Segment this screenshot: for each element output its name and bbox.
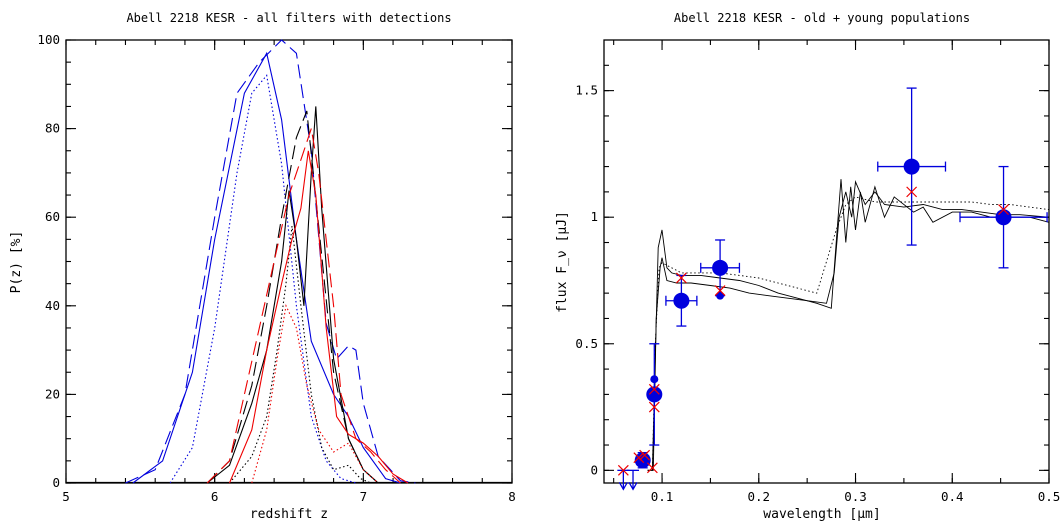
pz-curve-red-long	[206, 128, 401, 484]
left-plot-frame	[65, 39, 513, 484]
left-panel-redshift-pdf: Abell 2218 KESR - all filters with detec…	[9, 11, 516, 522]
observed-flux-point	[903, 158, 920, 175]
left-y-tick-label: 20	[45, 386, 60, 401]
observed-flux-point	[634, 452, 651, 469]
upper-limit-arrow-head	[628, 482, 638, 491]
model-spectrum	[647, 179, 1050, 471]
pz-curve-blue-dotted	[169, 74, 357, 484]
left-y-tick-label: 80	[45, 121, 60, 136]
model-spectrum	[647, 180, 1050, 471]
right-panel-sed: Abell 2218 KESR - old + young population…	[555, 11, 1060, 522]
right-y-axis-label: flux F_ν [μJ]	[555, 211, 570, 313]
model-flux-cross	[714, 285, 726, 297]
right-ticks: 0.1 0.2 0.3 0.4 0.5 0 0.5 1 1.5	[575, 40, 1060, 504]
observed-flux-point	[646, 386, 663, 403]
right-x-tick-label: 0.4	[941, 489, 964, 504]
right-y-tick-label: 1	[590, 209, 598, 224]
pz-curve-blue-long	[125, 39, 416, 484]
right-x-tick-label: 0.3	[844, 489, 867, 504]
model-flux-cross	[906, 186, 918, 198]
model-flux-cross	[675, 272, 687, 284]
right-y-tick-label: 0.5	[575, 336, 598, 351]
model-flux-cross	[646, 462, 658, 474]
pz-curve-black-long	[206, 110, 379, 484]
left-x-tick-label: 6	[211, 489, 219, 504]
left-x-tick-label: 5	[62, 489, 70, 504]
pz-curve-black-dotted	[229, 226, 372, 484]
left-chart-title: Abell 2218 KESR - all filters with detec…	[126, 11, 451, 25]
right-x-tick-label: 0.5	[1038, 489, 1061, 504]
pz-curve-red-solid	[228, 150, 409, 484]
upper-limit-arrow-head	[618, 482, 628, 491]
observed-flux-point	[712, 259, 729, 276]
observed-flux-point	[995, 209, 1012, 226]
right-y-tick-label: 1.5	[575, 83, 598, 98]
model-flux-cross	[617, 464, 629, 476]
model-flux-cross	[633, 452, 645, 464]
left-y-axis-label: P(z) [%]	[9, 231, 24, 294]
right-x-tick-label: 0.1	[651, 489, 674, 504]
observed-flux-small-point	[650, 375, 659, 384]
pz-curve-blue-solid	[132, 51, 401, 484]
left-y-tick-label: 0	[52, 475, 60, 490]
right-x-axis-label: wavelength [μm]	[763, 507, 880, 522]
right-series-layer	[617, 87, 1050, 491]
left-y-tick-label: 60	[45, 209, 60, 224]
left-x-tick-label: 8	[508, 489, 516, 504]
right-plot-frame	[603, 39, 1050, 484]
model-flux-cross	[998, 204, 1009, 216]
right-chart-title: Abell 2218 KESR - old + young population…	[674, 11, 970, 25]
model-flux-cross	[639, 449, 651, 461]
model-flux-cross	[648, 383, 660, 395]
model-spectrum	[647, 196, 1050, 471]
left-y-tick-label: 100	[37, 32, 60, 47]
observed-flux-small-point	[716, 291, 725, 300]
left-x-tick-label: 7	[360, 489, 368, 504]
left-x-axis-label: redshift z	[250, 507, 328, 522]
pz-curve-black-solid	[206, 106, 379, 484]
left-series-layer	[66, 39, 512, 484]
observed-flux-point	[673, 292, 690, 309]
left-y-tick-label: 40	[45, 298, 60, 313]
right-y-tick-label: 0	[590, 462, 598, 477]
model-flux-cross	[648, 401, 660, 413]
right-x-tick-label: 0.2	[747, 489, 770, 504]
